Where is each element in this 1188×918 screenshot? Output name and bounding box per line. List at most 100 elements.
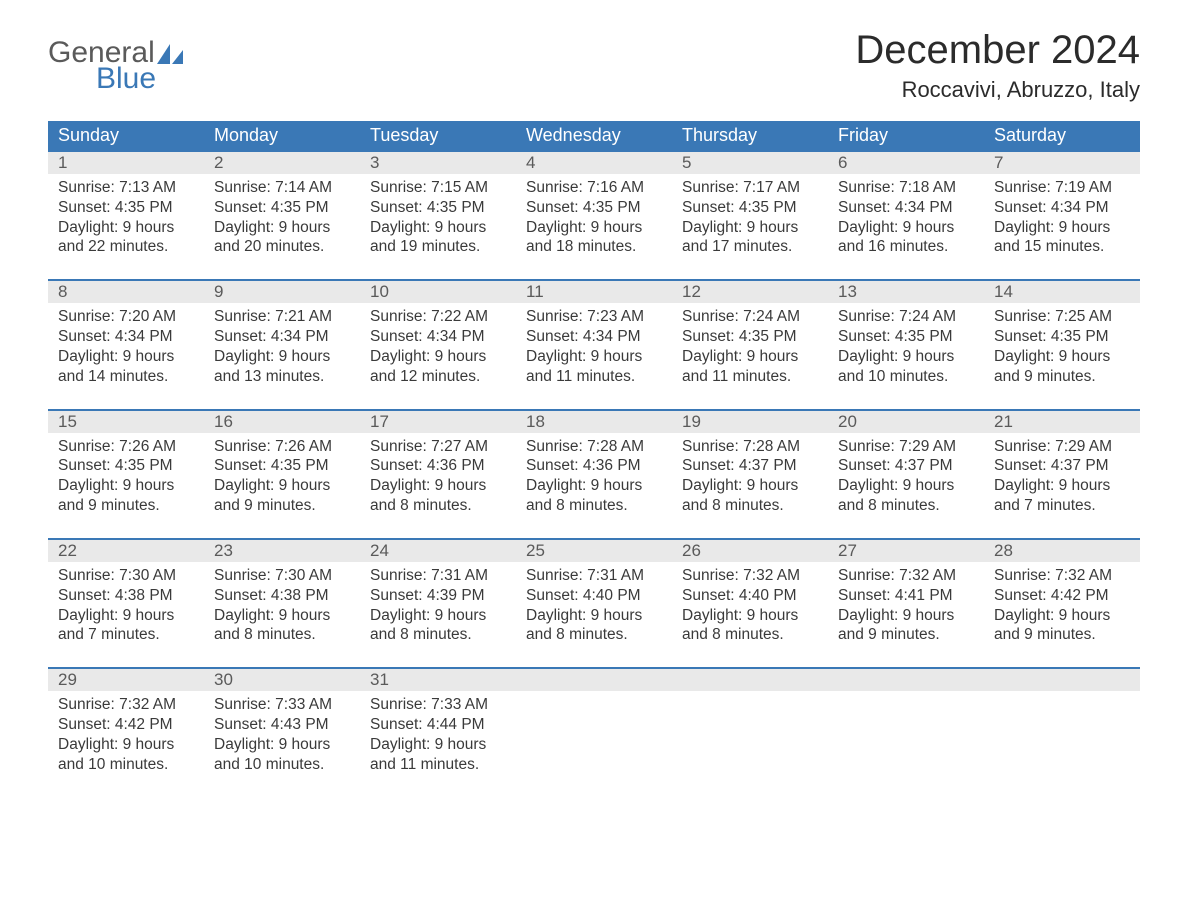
day-detail-line: Sunset: 4:34 PM [370,327,506,347]
day-details: Sunrise: 7:24 AMSunset: 4:35 PMDaylight:… [828,303,984,386]
weekday-header: Tuesday [360,121,516,152]
day-number: 30 [204,669,360,691]
day-detail-line: Sunrise: 7:31 AM [526,566,662,586]
day-detail-line: Daylight: 9 hours [370,218,506,238]
day-detail-line: Daylight: 9 hours [526,606,662,626]
day-detail-line: Sunset: 4:40 PM [526,586,662,606]
day-number: 2 [204,152,360,174]
day-detail-line: Sunset: 4:35 PM [994,327,1130,347]
day-detail-line: Sunrise: 7:26 AM [58,437,194,457]
day-details: Sunrise: 7:29 AMSunset: 4:37 PMDaylight:… [828,433,984,516]
day-number: 17 [360,411,516,433]
day-detail-line: Sunset: 4:35 PM [58,456,194,476]
day-details: Sunrise: 7:28 AMSunset: 4:36 PMDaylight:… [516,433,672,516]
day-number: 19 [672,411,828,433]
day-detail-line: Sunset: 4:35 PM [526,198,662,218]
day-detail-line: Sunset: 4:35 PM [682,198,818,218]
day-detail-line: Sunset: 4:37 PM [994,456,1130,476]
day-detail-line: Sunset: 4:34 PM [526,327,662,347]
day-number: 4 [516,152,672,174]
day-detail-line: Sunrise: 7:32 AM [994,566,1130,586]
day-number: 29 [48,669,204,691]
day-detail-line: and 18 minutes. [526,237,662,257]
day-details: Sunrise: 7:24 AMSunset: 4:35 PMDaylight:… [672,303,828,386]
location: Roccavivi, Abruzzo, Italy [855,77,1140,103]
week-row: 8Sunrise: 7:20 AMSunset: 4:34 PMDaylight… [48,279,1140,386]
day-number: 24 [360,540,516,562]
day-detail-line: Sunset: 4:43 PM [214,715,350,735]
day-detail-line: Sunrise: 7:15 AM [370,178,506,198]
day-detail-line: and 8 minutes. [370,496,506,516]
day-cell: 21Sunrise: 7:29 AMSunset: 4:37 PMDayligh… [984,411,1140,516]
day-detail-line: Daylight: 9 hours [370,606,506,626]
day-detail-line: Daylight: 9 hours [214,735,350,755]
day-cell: 24Sunrise: 7:31 AMSunset: 4:39 PMDayligh… [360,540,516,645]
day-number: 5 [672,152,828,174]
day-cell: 7Sunrise: 7:19 AMSunset: 4:34 PMDaylight… [984,152,1140,257]
day-number: 13 [828,281,984,303]
day-cell: 12Sunrise: 7:24 AMSunset: 4:35 PMDayligh… [672,281,828,386]
day-detail-line: Daylight: 9 hours [58,218,194,238]
day-detail-line: Sunrise: 7:22 AM [370,307,506,327]
day-number: 26 [672,540,828,562]
day-detail-line: Daylight: 9 hours [994,606,1130,626]
day-detail-line: Daylight: 9 hours [682,347,818,367]
day-detail-line: Sunset: 4:41 PM [838,586,974,606]
day-detail-line: Daylight: 9 hours [58,735,194,755]
day-number: 12 [672,281,828,303]
day-detail-line: Sunset: 4:34 PM [58,327,194,347]
day-cell: 4Sunrise: 7:16 AMSunset: 4:35 PMDaylight… [516,152,672,257]
day-detail-line: and 8 minutes. [682,496,818,516]
weekday-header: Friday [828,121,984,152]
day-detail-line: Sunset: 4:35 PM [370,198,506,218]
day-number: 27 [828,540,984,562]
day-cell: 13Sunrise: 7:24 AMSunset: 4:35 PMDayligh… [828,281,984,386]
day-detail-line: and 11 minutes. [370,755,506,775]
day-detail-line: and 20 minutes. [214,237,350,257]
day-detail-line: and 17 minutes. [682,237,818,257]
day-number [828,669,984,691]
weekday-header: Saturday [984,121,1140,152]
day-details: Sunrise: 7:32 AMSunset: 4:40 PMDaylight:… [672,562,828,645]
day-detail-line: Daylight: 9 hours [370,476,506,496]
day-cell: 29Sunrise: 7:32 AMSunset: 4:42 PMDayligh… [48,669,204,774]
day-detail-line: and 9 minutes. [838,625,974,645]
day-cell: 31Sunrise: 7:33 AMSunset: 4:44 PMDayligh… [360,669,516,774]
day-detail-line: Daylight: 9 hours [994,347,1130,367]
day-number [984,669,1140,691]
day-detail-line: Daylight: 9 hours [370,735,506,755]
day-detail-line: and 8 minutes. [526,625,662,645]
day-detail-line: Sunrise: 7:29 AM [994,437,1130,457]
day-details: Sunrise: 7:27 AMSunset: 4:36 PMDaylight:… [360,433,516,516]
day-number: 28 [984,540,1140,562]
day-number: 23 [204,540,360,562]
day-detail-line: Daylight: 9 hours [58,476,194,496]
day-cell [828,669,984,774]
day-detail-line: and 8 minutes. [526,496,662,516]
day-detail-line: Sunrise: 7:32 AM [682,566,818,586]
day-detail-line: Sunrise: 7:13 AM [58,178,194,198]
day-detail-line: Daylight: 9 hours [682,606,818,626]
day-detail-line: Daylight: 9 hours [682,476,818,496]
day-detail-line: and 9 minutes. [994,367,1130,387]
day-number: 10 [360,281,516,303]
day-details: Sunrise: 7:15 AMSunset: 4:35 PMDaylight:… [360,174,516,257]
day-detail-line: and 8 minutes. [682,625,818,645]
weekday-header: Sunday [48,121,204,152]
week-row: 15Sunrise: 7:26 AMSunset: 4:35 PMDayligh… [48,409,1140,516]
day-detail-line: and 10 minutes. [214,755,350,775]
weekday-header: Thursday [672,121,828,152]
day-detail-line: and 8 minutes. [838,496,974,516]
day-details: Sunrise: 7:28 AMSunset: 4:37 PMDaylight:… [672,433,828,516]
day-detail-line: Sunrise: 7:30 AM [58,566,194,586]
day-detail-line: Sunset: 4:40 PM [682,586,818,606]
week-row: 1Sunrise: 7:13 AMSunset: 4:35 PMDaylight… [48,152,1140,257]
day-detail-line: Sunset: 4:34 PM [214,327,350,347]
day-detail-line: and 8 minutes. [370,625,506,645]
day-details: Sunrise: 7:30 AMSunset: 4:38 PMDaylight:… [204,562,360,645]
day-detail-line: and 13 minutes. [214,367,350,387]
day-cell: 28Sunrise: 7:32 AMSunset: 4:42 PMDayligh… [984,540,1140,645]
day-detail-line: and 11 minutes. [526,367,662,387]
day-detail-line: and 9 minutes. [214,496,350,516]
day-cell: 30Sunrise: 7:33 AMSunset: 4:43 PMDayligh… [204,669,360,774]
